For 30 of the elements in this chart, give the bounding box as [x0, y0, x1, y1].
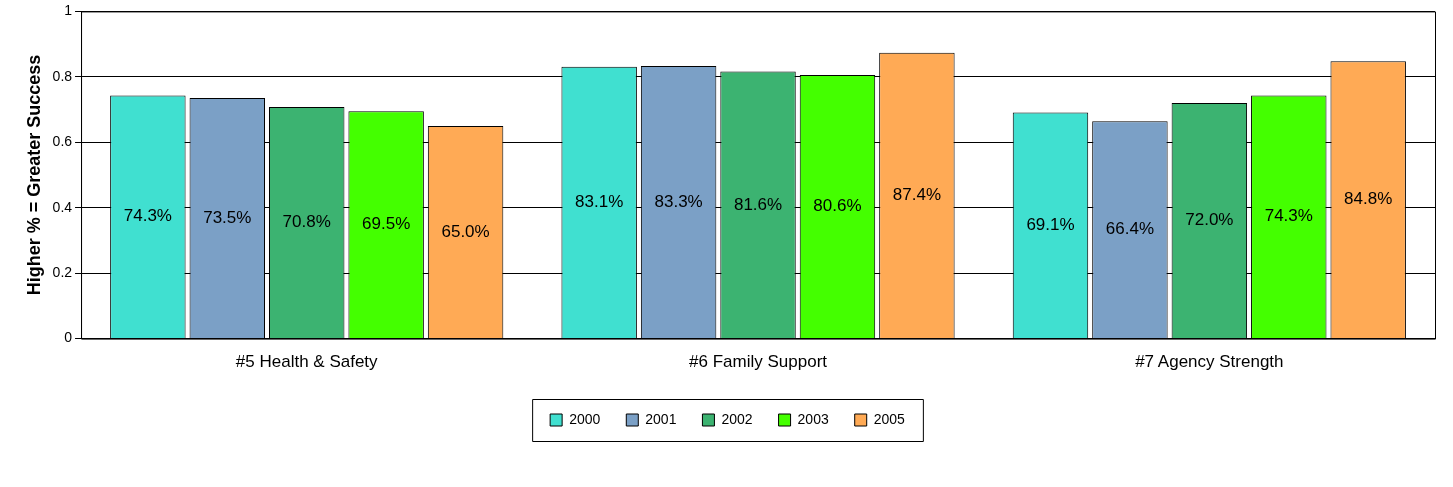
y-tick-label: 0.4 [52, 198, 73, 215]
x-tick-label: #6 Family Support [689, 352, 828, 372]
y-axis-title: Higher % = Greater Success [23, 54, 44, 296]
data-label: 69.1% [1026, 214, 1075, 234]
data-label: 80.6% [813, 196, 862, 216]
y-tick-label: 0.6 [52, 133, 73, 150]
data-label: 65.0% [441, 221, 490, 241]
y-tick-label: 1 [64, 2, 73, 19]
legend-label: 2000 [569, 410, 601, 427]
x-tick-label: #7 Agency Strength [1135, 352, 1284, 372]
legend-label: 2001 [645, 410, 677, 427]
data-label: 74.3% [123, 206, 172, 226]
x-tick-label: #5 Health & Safety [235, 352, 379, 372]
data-label: 72.0% [1185, 210, 1234, 230]
data-label: 87.4% [892, 185, 941, 205]
data-label: 83.1% [575, 192, 624, 212]
y-tick-label: 0.2 [52, 264, 73, 281]
legend-label: 2005 [873, 410, 906, 427]
legend-label: 2003 [797, 410, 829, 427]
data-label: 81.6% [733, 194, 783, 214]
y-tick-label: 0.8 [52, 67, 73, 84]
y-tick-label: 0 [64, 329, 73, 346]
data-label: 70.8% [282, 212, 331, 232]
data-label: 83.3% [654, 191, 703, 211]
data-label: 66.4% [1105, 219, 1155, 239]
data-label: 73.5% [203, 207, 252, 227]
legend-label: 2002 [721, 410, 753, 427]
data-label: 69.5% [362, 214, 411, 234]
data-label: 74.3% [1264, 206, 1313, 226]
data-label: 84.8% [1344, 189, 1393, 209]
